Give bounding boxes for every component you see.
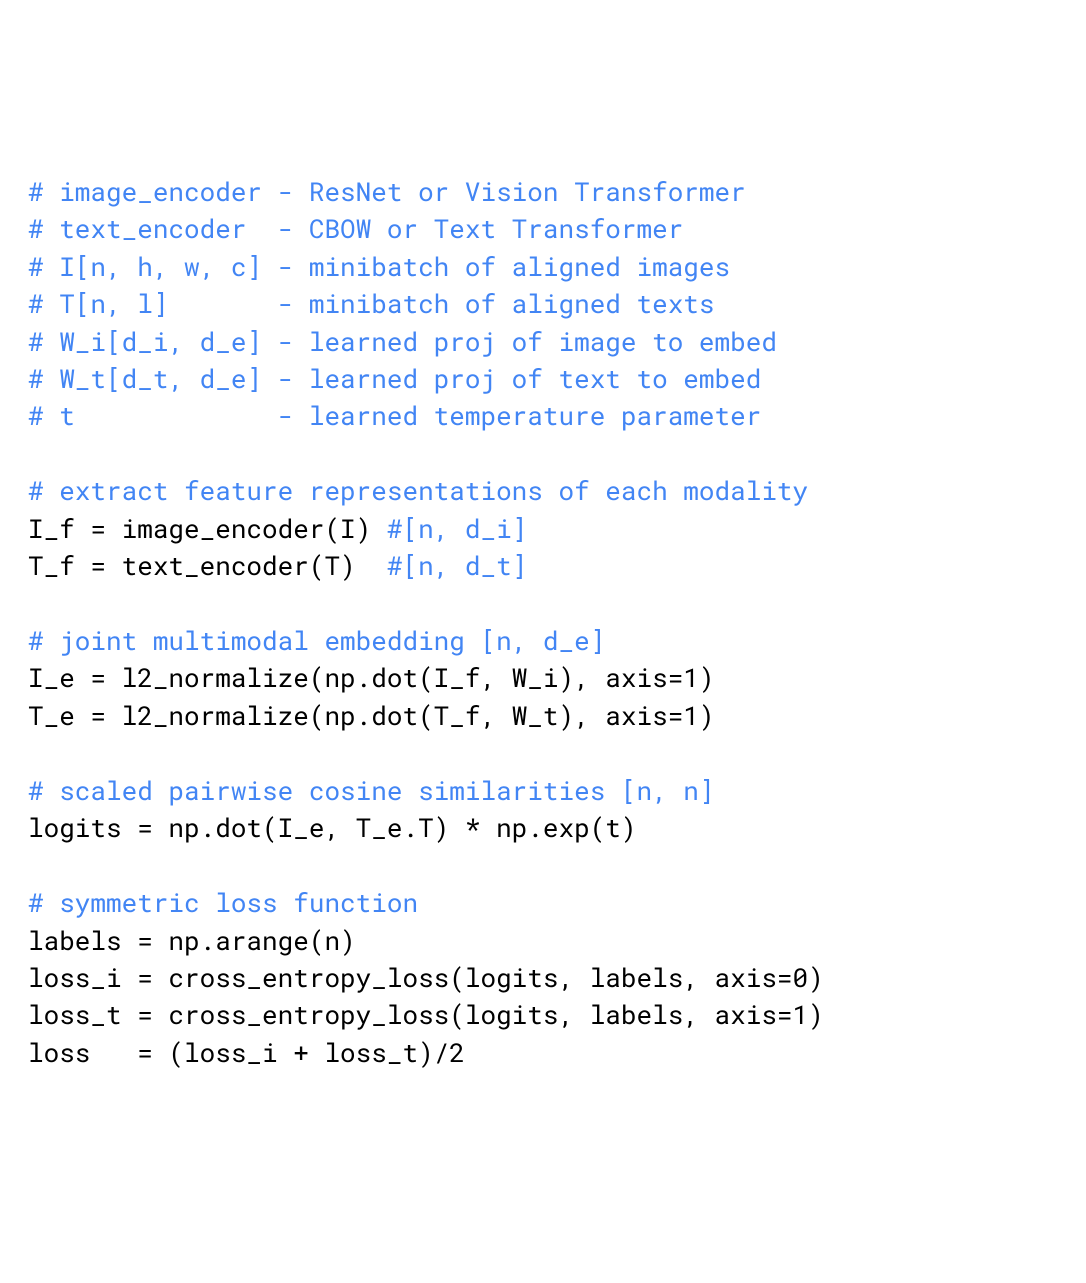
code-text: labels = np.arange(n) — [28, 924, 356, 958]
code-text: loss_i = cross_entropy_loss(logits, labe… — [28, 961, 824, 995]
code-line: # I[n, h, w, c] - minibatch of aligned i… — [28, 249, 1058, 286]
code-line: T_f = text_encoder(T) #[n, d_t] — [28, 548, 1058, 585]
code-line: # W_t[d_t, d_e] - learned proj of text t… — [28, 361, 1058, 398]
code-text — [28, 587, 44, 621]
code-line — [28, 436, 1058, 473]
code-line — [28, 735, 1058, 772]
code-line: # joint multimodal embedding [n, d_e] — [28, 623, 1058, 660]
code-comment: # joint multimodal embedding [n, d_e] — [28, 624, 605, 658]
code-line: # t - learned temperature parameter — [28, 398, 1058, 435]
code-line: # image_encoder - ResNet or Vision Trans… — [28, 174, 1058, 211]
code-text: I_e = l2_normalize(np.dot(I_f, W_i), axi… — [28, 661, 715, 695]
code-line: logits = np.dot(I_e, T_e.T) * np.exp(t) — [28, 810, 1058, 847]
code-text: T_e = l2_normalize(np.dot(T_f, W_t), axi… — [28, 699, 715, 733]
code-line — [28, 848, 1058, 885]
code-line: loss = (loss_i + loss_t)/2 — [28, 1035, 1058, 1072]
code-line: I_f = image_encoder(I) #[n, d_i] — [28, 511, 1058, 548]
code-text: T_f = text_encoder(T) — [28, 549, 387, 583]
code-comment: # image_encoder - ResNet or Vision Trans… — [28, 175, 746, 209]
code-line: T_e = l2_normalize(np.dot(T_f, W_t), axi… — [28, 698, 1058, 735]
code-comment: # W_t[d_t, d_e] - learned proj of text t… — [28, 362, 761, 396]
code-text: loss_t = cross_entropy_loss(logits, labe… — [28, 998, 824, 1032]
code-comment: # text_encoder - CBOW or Text Transforme… — [28, 212, 683, 246]
code-comment: # W_i[d_i, d_e] - learned proj of image … — [28, 325, 777, 359]
code-comment: # scaled pairwise cosine similarities [n… — [28, 774, 715, 808]
code-line: # extract feature representations of eac… — [28, 473, 1058, 510]
code-line: loss_t = cross_entropy_loss(logits, labe… — [28, 997, 1058, 1034]
code-text: loss = (loss_i + loss_t)/2 — [28, 1036, 465, 1070]
code-comment: # extract feature representations of eac… — [28, 474, 808, 508]
code-line: # symmetric loss function — [28, 885, 1058, 922]
code-comment: #[n, d_i] — [387, 512, 527, 546]
code-text: logits = np.dot(I_e, T_e.T) * np.exp(t) — [28, 811, 637, 845]
code-line: # T[n, l] - minibatch of aligned texts — [28, 286, 1058, 323]
code-line: # W_i[d_i, d_e] - learned proj of image … — [28, 324, 1058, 361]
code-comment: # T[n, l] - minibatch of aligned texts — [28, 287, 715, 321]
code-line — [28, 586, 1058, 623]
code-comment: # t - learned temperature parameter — [28, 399, 761, 433]
code-line: I_e = l2_normalize(np.dot(I_f, W_i), axi… — [28, 660, 1058, 697]
code-comment: # I[n, h, w, c] - minibatch of aligned i… — [28, 250, 730, 284]
code-comment: #[n, d_t] — [387, 549, 527, 583]
code-comment: # symmetric loss function — [28, 886, 418, 920]
code-text — [28, 849, 44, 883]
code-line: # scaled pairwise cosine similarities [n… — [28, 773, 1058, 810]
code-text: I_f = image_encoder(I) — [28, 512, 387, 546]
code-text — [28, 736, 44, 770]
code-line: # text_encoder - CBOW or Text Transforme… — [28, 211, 1058, 248]
code-line: labels = np.arange(n) — [28, 923, 1058, 960]
pseudocode-block: # image_encoder - ResNet or Vision Trans… — [28, 174, 1058, 1073]
code-text — [28, 437, 44, 471]
